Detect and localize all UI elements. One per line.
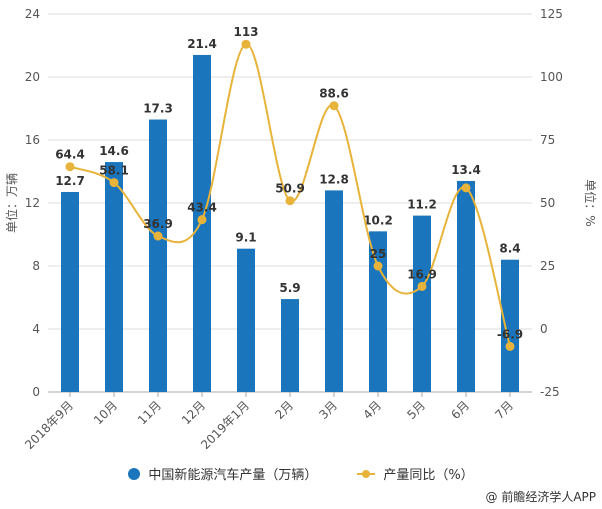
bar-value-label: 17.3 bbox=[143, 102, 173, 116]
line-value-label: 58.1 bbox=[99, 164, 129, 178]
line-point bbox=[417, 281, 427, 291]
y-tick-label: 16 bbox=[25, 133, 40, 147]
line-point bbox=[241, 39, 251, 49]
line-value-label: -6.9 bbox=[497, 327, 523, 341]
bar bbox=[369, 231, 387, 392]
bar bbox=[457, 180, 475, 392]
y-tick-label: 4 bbox=[32, 322, 40, 336]
x-tick-label: 2月 bbox=[272, 398, 296, 422]
line-value-label: 64.4 bbox=[55, 148, 85, 162]
bar bbox=[61, 191, 79, 392]
legend-item-bar[interactable]: 中国新能源汽车产量（万辆） bbox=[128, 464, 317, 483]
source-credit: @ 前瞻经济学人APP bbox=[485, 490, 597, 504]
bar-value-label: 9.1 bbox=[235, 231, 256, 245]
bar bbox=[149, 119, 167, 393]
line-point bbox=[109, 178, 119, 188]
line-point bbox=[505, 341, 515, 351]
y2-tick-label: 75 bbox=[540, 133, 555, 147]
x-tick-label: 10月 bbox=[91, 398, 120, 427]
line-value-label: 36.9 bbox=[143, 217, 173, 231]
bar-value-label: 12.7 bbox=[55, 174, 85, 188]
bar-value-label: 14.6 bbox=[99, 144, 129, 158]
bar bbox=[325, 190, 343, 392]
y-axis-label: 单位：万辆 bbox=[4, 173, 19, 233]
bar-value-label: 8.4 bbox=[499, 242, 520, 256]
y-tick-label: 20 bbox=[25, 70, 40, 84]
bar-value-label: 5.9 bbox=[279, 281, 300, 295]
line-value-label: 113 bbox=[233, 25, 258, 39]
line-point bbox=[373, 261, 383, 271]
y2-axis-label: 单位：% bbox=[583, 179, 598, 226]
y2-tick-label: 25 bbox=[540, 259, 555, 273]
x-tick-label: 2019年1月 bbox=[198, 398, 252, 452]
line-point bbox=[285, 196, 295, 206]
bar-value-label: 11.2 bbox=[407, 198, 437, 212]
line-point bbox=[197, 215, 207, 225]
x-tick-label: 7月 bbox=[492, 398, 516, 422]
y2-tick-label: 50 bbox=[540, 196, 555, 210]
y2-tick-label: -25 bbox=[540, 385, 560, 399]
y2-tick-label: 0 bbox=[540, 322, 548, 336]
bar-value-label: 10.2 bbox=[363, 213, 393, 227]
line-value-label: 25 bbox=[370, 247, 387, 261]
bar bbox=[237, 248, 255, 392]
line-point bbox=[65, 162, 75, 172]
bar-value-label: 21.4 bbox=[187, 37, 217, 51]
line-value-label: 50.9 bbox=[275, 182, 305, 196]
line-point bbox=[153, 231, 163, 241]
bar bbox=[501, 259, 519, 392]
bar-value-label: 13.4 bbox=[451, 163, 481, 177]
x-tick-label: 6月 bbox=[448, 398, 472, 422]
x-tick-label: 12月 bbox=[179, 398, 208, 427]
y2-tick-label: 100 bbox=[540, 70, 563, 84]
bar-value-label: 12.8 bbox=[319, 172, 349, 186]
line-point bbox=[461, 183, 471, 193]
legend-item-line[interactable]: 产量同比（%） bbox=[357, 464, 474, 483]
bar bbox=[105, 162, 123, 392]
x-tick-label: 3月 bbox=[316, 398, 340, 422]
legend-line-swatch bbox=[357, 469, 376, 478]
line-value-label: 43.4 bbox=[187, 201, 217, 215]
y-tick-label: 8 bbox=[32, 259, 40, 273]
bar bbox=[413, 215, 431, 392]
y-tick-label: 12 bbox=[25, 196, 40, 210]
line-point bbox=[329, 101, 339, 111]
y2-tick-label: 125 bbox=[540, 7, 563, 21]
x-tick-label: 5月 bbox=[404, 398, 428, 422]
line-value-label: 88.6 bbox=[319, 87, 349, 101]
x-tick-label: 4月 bbox=[360, 398, 384, 422]
legend: 中国新能源汽车产量（万辆） 产量同比（%） bbox=[0, 464, 602, 483]
legend-bar-swatch bbox=[128, 467, 141, 480]
line-value-label: 16.9 bbox=[407, 267, 437, 281]
bar bbox=[281, 299, 299, 392]
y-tick-label: 0 bbox=[32, 385, 40, 399]
y-tick-label: 24 bbox=[25, 7, 40, 21]
x-tick-label: 2018年9月 bbox=[22, 398, 76, 452]
x-tick-label: 11月 bbox=[135, 398, 164, 427]
